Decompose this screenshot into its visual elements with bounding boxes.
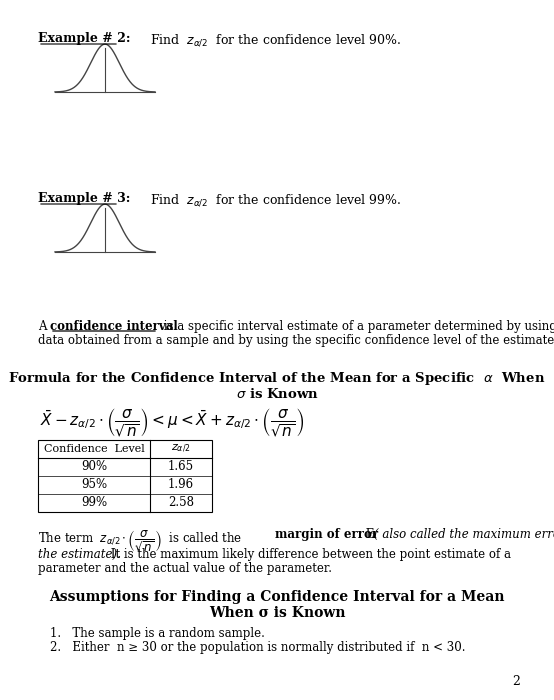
Text: Example # 2:: Example # 2:	[38, 32, 131, 45]
Text: 99%: 99%	[81, 496, 107, 510]
Text: Example # 3:: Example # 3:	[38, 192, 130, 205]
Text: 1.96: 1.96	[168, 479, 194, 491]
Text: ( also called the maximum error of: ( also called the maximum error of	[374, 528, 554, 541]
Text: $z_{\alpha/2}$: $z_{\alpha/2}$	[171, 443, 191, 455]
Text: the estimate).: the estimate).	[38, 548, 121, 561]
Text: $\sigma$ is Known: $\sigma$ is Known	[235, 387, 319, 401]
Text: data obtained from a sample and by using the specific confidence level of the es: data obtained from a sample and by using…	[38, 334, 554, 347]
Text: 1.   The sample is a random sample.: 1. The sample is a random sample.	[50, 627, 265, 640]
Text: 2: 2	[512, 675, 520, 688]
Text: E: E	[362, 528, 378, 541]
Bar	[38, 440, 212, 512]
Text: 1.65: 1.65	[168, 461, 194, 473]
Text: confidence interval: confidence interval	[50, 320, 178, 333]
Text: parameter and the actual value of the parameter.: parameter and the actual value of the pa…	[38, 562, 332, 575]
Text: $\bar{X}-z_{\alpha/2}\cdot\left(\dfrac{\sigma}{\sqrt{n}}\right)<\mu<\bar{X}+z_{\: $\bar{X}-z_{\alpha/2}\cdot\left(\dfrac{\…	[40, 407, 304, 439]
Text: margin of error: margin of error	[275, 528, 378, 541]
Text: 2.58: 2.58	[168, 496, 194, 510]
Text: It is the maximum likely difference between the point estimate of a: It is the maximum likely difference betw…	[107, 548, 511, 561]
Text: 95%: 95%	[81, 479, 107, 491]
Text: 2.   Either  n ≥ 30 or the population is normally distributed if  n < 30.: 2. Either n ≥ 30 or the population is no…	[50, 641, 465, 654]
Text: Find  $z_{\alpha/2}$  for the confidence level 99%.: Find $z_{\alpha/2}$ for the confidence l…	[150, 192, 402, 208]
Text: is a specific interval estimate of a parameter determined by using: is a specific interval estimate of a par…	[160, 320, 554, 333]
Text: Confidence  Level: Confidence Level	[44, 444, 145, 454]
Text: A: A	[38, 320, 50, 333]
Text: Formula for the Confidence Interval of the Mean for a Specific  $\alpha$  When: Formula for the Confidence Interval of t…	[8, 370, 546, 387]
Text: 90%: 90%	[81, 461, 107, 473]
Text: Assumptions for Finding a Confidence Interval for a Mean: Assumptions for Finding a Confidence Int…	[49, 590, 505, 604]
Text: Find  $z_{\alpha/2}$  for the confidence level 90%.: Find $z_{\alpha/2}$ for the confidence l…	[150, 32, 402, 48]
Text: The term  $z_{\alpha/2}\cdot\left(\dfrac{\sigma}{\sqrt{n}}\right)$  is called th: The term $z_{\alpha/2}\cdot\left(\dfrac{…	[38, 528, 243, 553]
Text: When σ is Known: When σ is Known	[209, 606, 345, 620]
